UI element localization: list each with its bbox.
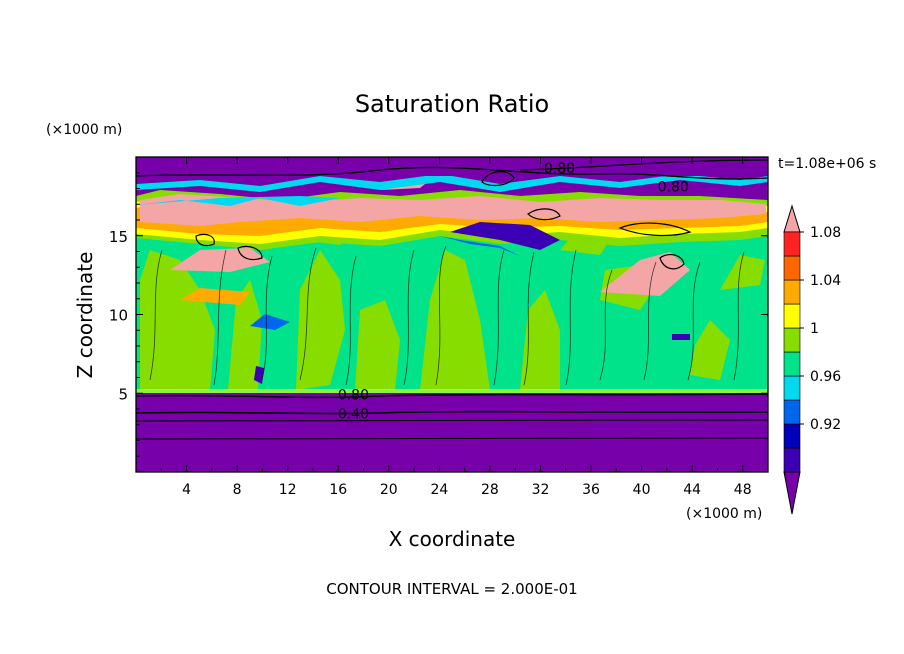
colorbar-bin xyxy=(783,255,801,281)
x-tick-label: 12 xyxy=(279,482,297,498)
y-axis-ticks: 5 10 15 xyxy=(109,172,768,457)
colorbar-bin xyxy=(783,375,801,401)
contour-labels: 0.80 0.80 0.80 0.40 xyxy=(338,161,689,423)
saturation-field xyxy=(136,157,768,472)
colorbar-bin xyxy=(783,423,801,449)
y-tick-label: 10 xyxy=(109,307,128,325)
colorbar: 0.92 0.96 1 1.04 1.08 xyxy=(783,204,841,515)
x-tick-label: 8 xyxy=(233,482,242,498)
x-tick-label: 40 xyxy=(633,482,651,498)
contour-interval-footer: CONTOUR INTERVAL = 2.000E-01 xyxy=(326,580,577,598)
contour-label: 0.40 xyxy=(338,406,369,422)
x-tick-label: 28 xyxy=(481,482,499,498)
colorbar-bin xyxy=(783,327,801,353)
y-units-label: (×1000 m) xyxy=(46,122,122,138)
contour-label: 0.80 xyxy=(544,161,575,177)
x-units-label: (×1000 m) xyxy=(686,506,762,522)
colorbar-tick-label: 0.96 xyxy=(810,369,841,385)
x-axis-ticks: 4 8 12 16 20 24 28 32 36 40 44 48 xyxy=(160,157,752,498)
colorbar-tick-label: 1.08 xyxy=(810,225,841,241)
x-tick-label: 48 xyxy=(734,482,752,498)
x-tick-label: 4 xyxy=(182,482,191,498)
chart-title: Saturation Ratio xyxy=(355,90,549,118)
colorbar-bottom-arrow xyxy=(783,471,801,515)
colorbar-top-arrow xyxy=(783,204,801,233)
colorbar-bin xyxy=(783,231,801,257)
x-axis-title: X coordinate xyxy=(389,527,516,551)
x-tick-label: 16 xyxy=(329,482,347,498)
colorbar-bin xyxy=(783,279,801,305)
colorbar-bin xyxy=(783,399,801,425)
colorbar-bin xyxy=(783,303,801,329)
colorbar-bin xyxy=(783,351,801,377)
y-axis-title: Z coordinate xyxy=(73,252,97,379)
colorbar-tick-label: 1 xyxy=(810,321,819,337)
y-tick-label: 5 xyxy=(118,385,128,403)
x-tick-label: 36 xyxy=(582,482,600,498)
x-tick-label: 44 xyxy=(683,482,701,498)
colorbar-bin xyxy=(783,447,801,473)
x-tick-label: 32 xyxy=(532,482,550,498)
time-label: t=1.08e+06 s xyxy=(778,156,876,172)
y-tick-label: 15 xyxy=(109,228,128,246)
x-tick-label: 20 xyxy=(380,482,398,498)
contour-label: 0.80 xyxy=(658,180,689,196)
colorbar-tick-label: 1.04 xyxy=(810,273,841,289)
x-tick-label: 24 xyxy=(430,482,448,498)
colorbar-tick-label: 0.92 xyxy=(810,417,841,433)
contour-label: 0.80 xyxy=(338,388,369,404)
